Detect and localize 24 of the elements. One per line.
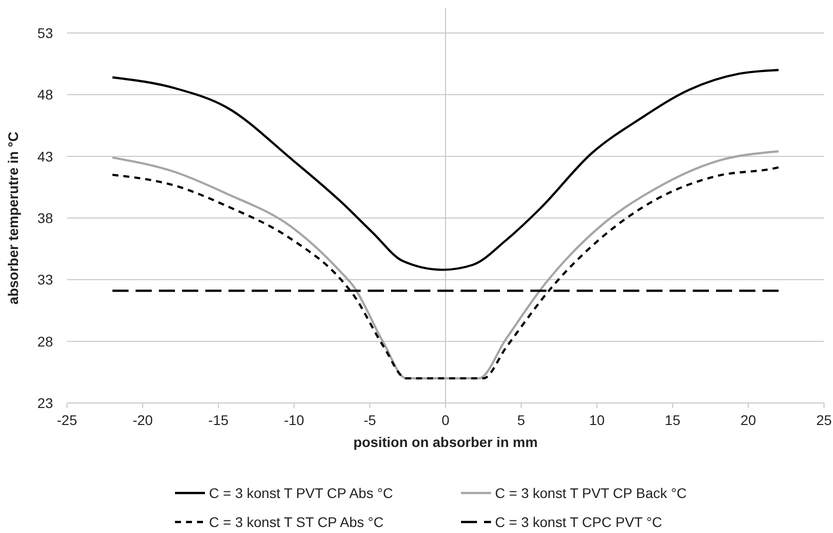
x-tick-label: 0 [442,412,450,428]
x-tick-label: -15 [208,412,229,428]
y-tick-label: 28 [37,333,54,350]
y-axis-title: absorber temperutre in °C [5,132,21,304]
x-tick-label: -10 [284,412,304,428]
x-tick-label: -5 [364,412,376,428]
x-tick-label: 25 [816,412,832,428]
x-tick-label: -20 [132,412,154,428]
y-tick-label: 38 [37,210,54,226]
x-axis-title: position on absorber in mm [353,434,538,450]
y-tick-label: 33 [37,272,54,288]
y-tick-label: 23 [37,395,54,411]
x-tick-label: 10 [589,412,605,428]
x-tick-label: -25 [56,412,78,428]
x-tick-label: 20 [740,412,756,428]
y-tick-label: 48 [37,86,54,103]
legend-label: C = 3 konst T PVT CP Back °C [495,485,687,501]
legend-label: C = 3 konst T CPC PVT °C [495,514,662,530]
legend-label: C = 3 konst T ST CP Abs °C [209,514,384,530]
x-tick-label: 5 [517,412,526,428]
y-tick-label: 43 [37,148,54,164]
y-tick-label: 53 [37,25,54,41]
legend-label: C = 3 konst T PVT CP Abs °C [209,485,393,501]
x-tick-label: 15 [664,412,681,428]
